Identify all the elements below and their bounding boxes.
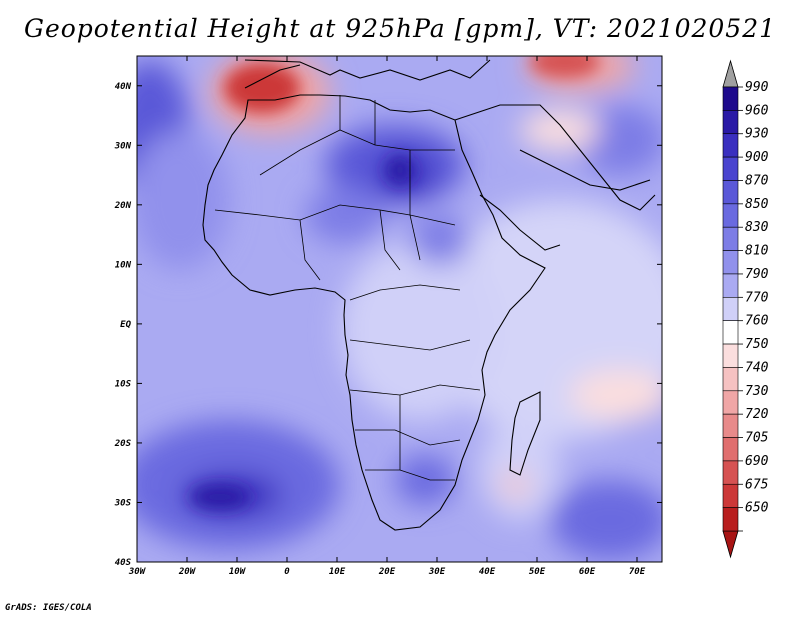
colorbar-label: 650	[745, 501, 769, 516]
colorbar-label: 850	[745, 197, 769, 212]
colorbar-swatch	[722, 460, 739, 485]
colorbar-swatch	[722, 110, 739, 135]
longitude-axis: 30W 20W 10W 0 10E 20E 30E 40E 50E 60E 70E	[128, 56, 646, 577]
coastlines	[202, 59, 656, 531]
colorbar-label: 790	[745, 267, 769, 282]
colorbar-swatch	[722, 133, 739, 158]
map-figure: 30W 20W 10W 0 10E 20E 30E 40E 50E 60E 70E 40N 30N 20…	[114, 55, 769, 577]
lat-tick-label: 30S	[114, 498, 132, 508]
lon-tick-label: 50E	[529, 567, 546, 577]
colorbar-swatch	[722, 437, 739, 462]
colorbar-swatch	[722, 343, 739, 368]
colorbar-swatch	[722, 180, 739, 205]
lon-tick-label: 30W	[128, 567, 147, 577]
colorbar-swatch	[722, 507, 739, 532]
colorbar-bottom-arrow	[722, 530, 739, 559]
colorbar-label: 960	[745, 103, 769, 118]
height-field	[137, 56, 662, 562]
colorbar-swatch	[722, 86, 739, 111]
map-title: Geopotential Height at 925hPa [gpm], VT:…	[23, 14, 777, 43]
lat-tick-label: 10S	[115, 379, 132, 389]
colorbar-swatch	[722, 156, 739, 181]
colorbar-swatch	[722, 413, 739, 438]
lon-tick-label: 0	[284, 567, 290, 577]
lat-tick-label: 20N	[114, 201, 132, 211]
colorbar-swatch	[722, 250, 739, 275]
colorbar-swatch	[722, 367, 739, 392]
colorbar-label: 690	[745, 454, 769, 469]
colorbar-label: 720	[745, 407, 769, 422]
colorbar-label: 990	[745, 80, 769, 95]
lon-tick-label: 40E	[479, 567, 496, 577]
lat-tick-label: 40S	[115, 558, 132, 568]
latitude-axis: 40N 30N 20N 10N EQ 10S 20S 30S 40S	[114, 82, 662, 568]
map-frame	[136, 55, 663, 563]
lon-tick-label: 30E	[428, 567, 446, 577]
colorbar-swatch	[722, 483, 739, 508]
colorbar-label: 730	[745, 384, 769, 399]
colorbar-top-arrow	[722, 59, 739, 88]
colorbar-label: 705	[745, 431, 769, 446]
colorbar-swatch	[722, 320, 739, 345]
lon-tick-label: 10E	[329, 567, 346, 577]
colorbar-swatch	[722, 297, 739, 321]
lon-tick-label: 10W	[229, 567, 247, 577]
lon-tick-label: 20W	[178, 567, 197, 577]
lon-tick-label: 70E	[629, 567, 646, 577]
colorbar: 990 960 930 900 870 850 830 810 790 770 760 750 740 7…	[722, 59, 769, 559]
lat-tick-label: 30N	[114, 141, 132, 151]
colorbar-label: 675	[745, 477, 769, 492]
colorbar-label: 830	[745, 220, 769, 235]
lon-tick-label: 20E	[378, 567, 396, 577]
colorbar-swatch	[722, 273, 739, 298]
colorbar-label: 930	[745, 127, 769, 142]
lat-tick-label: 40N	[115, 82, 132, 92]
software-credit: GrADS: IGES/COLA	[5, 603, 92, 613]
colorbar-label: 870	[745, 173, 769, 188]
lat-tick-label: 10N	[115, 260, 132, 270]
colorbar-swatch	[722, 226, 739, 251]
colorbar-label: 750	[745, 337, 769, 352]
colorbar-label: 760	[745, 314, 769, 329]
colorbar-label: 740	[745, 360, 769, 375]
colorbar-label: 810	[745, 244, 769, 259]
lat-tick-label: EQ	[120, 320, 131, 330]
colorbar-swatch	[722, 390, 739, 415]
colorbar-label: 900	[745, 150, 769, 165]
lat-tick-label: 20S	[114, 439, 132, 449]
colorbar-swatch	[722, 203, 739, 228]
lon-tick-label: 60E	[579, 567, 596, 577]
colorbar-label: 770	[745, 290, 769, 305]
country-borders	[214, 95, 481, 481]
